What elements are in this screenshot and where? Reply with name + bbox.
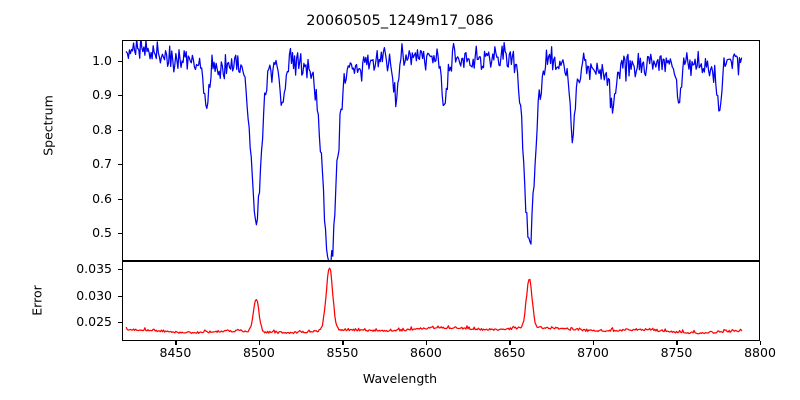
error-y-axis-label: Error xyxy=(29,285,45,316)
spectrum-line-series xyxy=(125,41,743,260)
x-tick-label: 8650 xyxy=(493,345,526,360)
error-y-tick-label: 0.030 xyxy=(76,287,112,303)
x-tick-mark xyxy=(592,341,595,345)
x-tick-mark xyxy=(676,341,678,345)
x-tick-label: 8500 xyxy=(243,345,275,360)
error-y-tick-mark xyxy=(118,322,122,324)
x-axis-label: Wavelength xyxy=(362,371,438,386)
error-y-tick-label: 0.035 xyxy=(76,261,112,276)
spectrum-y-tick-mark xyxy=(118,233,122,235)
spectrum-y-tick-mark xyxy=(118,164,122,166)
spectrum-y-tick-mark xyxy=(118,95,122,97)
x-tick-mark xyxy=(509,341,511,345)
spectrum-y-tick-mark xyxy=(118,129,122,131)
chart-title: 20060505_1249m17_086 xyxy=(306,13,494,29)
x-tick-mark xyxy=(760,341,762,345)
spectrum-y-tick-label: 0.7 xyxy=(92,156,112,172)
x-tick-mark xyxy=(342,341,344,345)
x-tick-mark xyxy=(425,341,428,345)
x-tick-label: 8450 xyxy=(159,345,192,360)
error-line-series xyxy=(125,267,743,335)
error-y-tick-label: 0.025 xyxy=(76,314,112,330)
x-tick-mark xyxy=(175,341,177,345)
spectrum-plot-panel xyxy=(122,40,760,261)
x-tick-label: 8700 xyxy=(577,345,609,360)
error-y-tick-mark xyxy=(118,269,122,271)
spectrum-y-axis-label: Spectrum xyxy=(40,95,56,156)
error-y-tick-mark xyxy=(118,295,122,297)
spectrum-y-tick-label: 0.9 xyxy=(92,87,112,103)
spectrum-y-tick-mark xyxy=(118,60,122,62)
spectrum-y-tick-label: 1.0 xyxy=(92,52,112,68)
spectrum-y-tick-label: 0.8 xyxy=(92,121,112,137)
x-tick-label: 8800 xyxy=(744,345,776,360)
error-plot-panel xyxy=(122,261,760,341)
spectrum-y-tick-mark xyxy=(118,198,122,200)
x-tick-mark xyxy=(258,341,261,345)
spectrum-y-tick-label: 0.6 xyxy=(92,190,112,206)
spectrum-y-tick-label: 0.5 xyxy=(92,225,112,241)
x-tick-label: 8600 xyxy=(410,345,442,360)
x-tick-label: 8550 xyxy=(326,345,359,360)
x-tick-label: 8750 xyxy=(660,345,693,360)
